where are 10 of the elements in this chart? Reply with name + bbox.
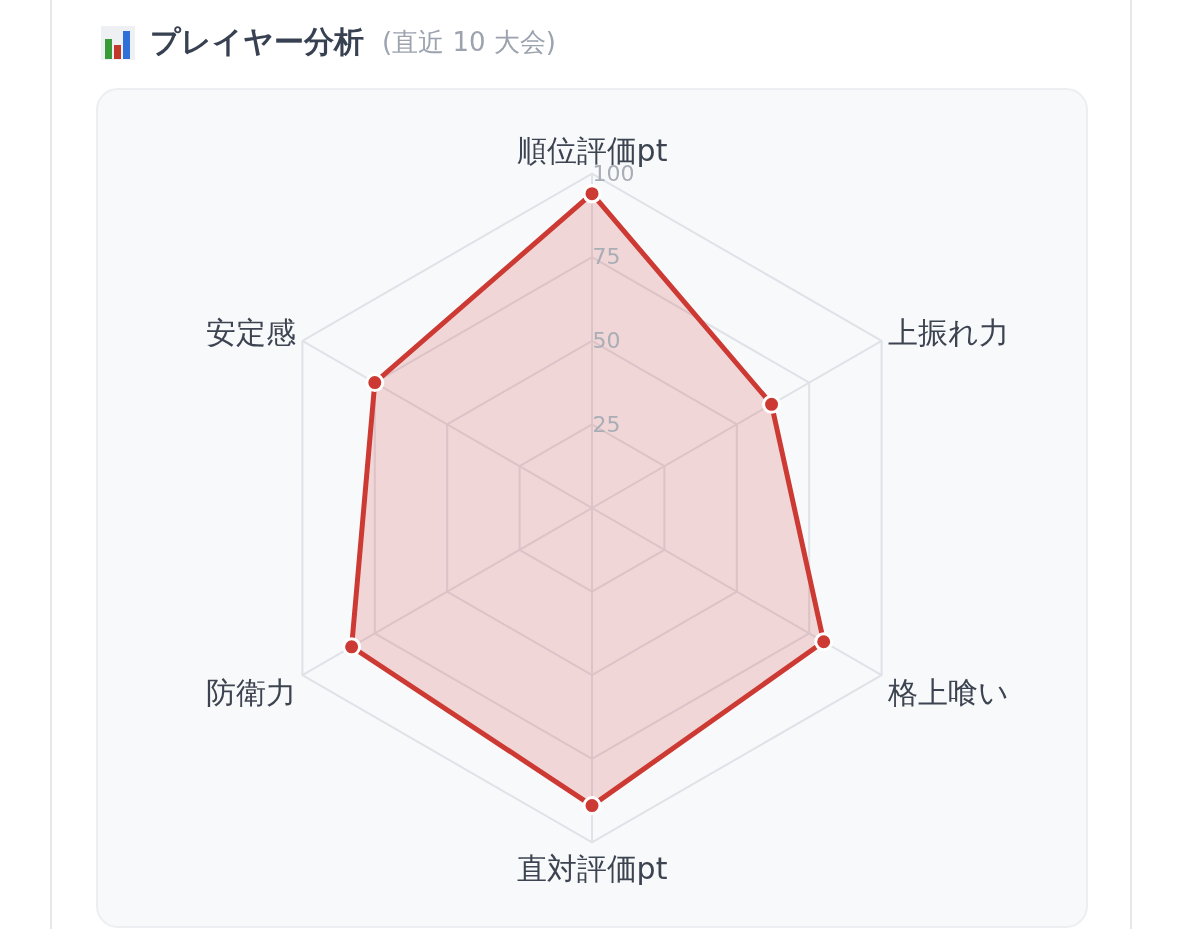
y-tick-label: 25	[592, 411, 621, 437]
spoke-label: 上振れ力	[887, 315, 1009, 351]
spoke-label: 防衛力	[206, 674, 297, 710]
y-tick-label: 75	[592, 244, 621, 270]
spoke-label: 安定感	[206, 315, 297, 351]
spoke-label: 直対評価pt	[516, 851, 668, 887]
spoke-label: 格上喰い	[886, 674, 1009, 710]
y-tick-label: 50	[592, 327, 621, 353]
chart-title: プレイヤー分析	[150, 23, 364, 61]
chart-subtitle: (直近 10 大会)	[382, 26, 556, 59]
